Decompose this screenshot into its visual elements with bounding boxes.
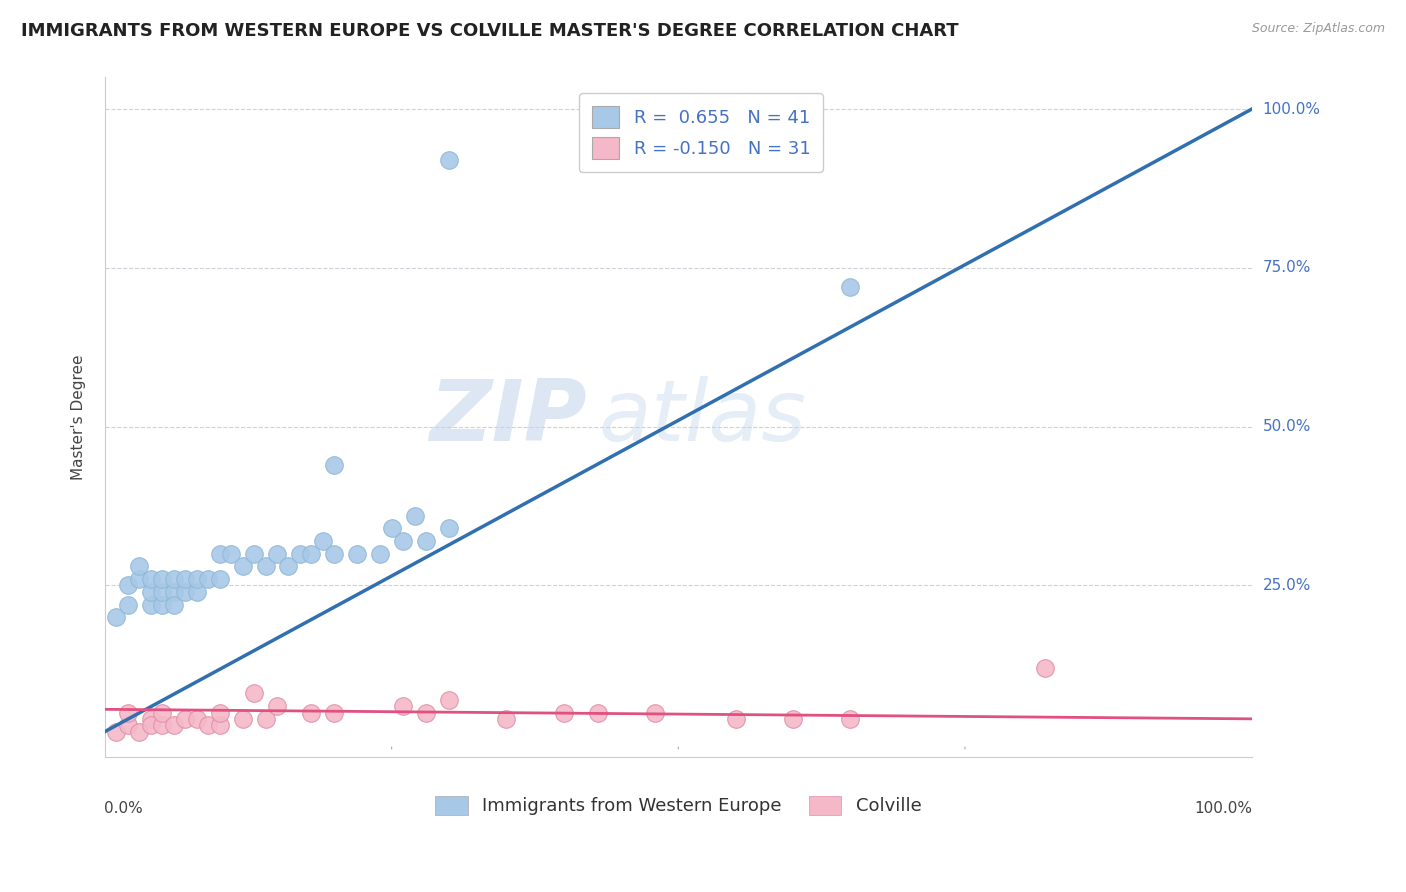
Point (415, 534, 437, 549)
Text: atlas: atlas (598, 376, 806, 458)
Point (586, 706, 609, 720)
Point (208, 572, 231, 586)
Point (724, 712, 747, 726)
Point (186, 712, 208, 726)
Point (323, 458, 346, 472)
Point (105, 724, 128, 739)
Point (150, 572, 173, 586)
Point (128, 559, 150, 574)
Text: Source: ZipAtlas.com: Source: ZipAtlas.com (1251, 22, 1385, 36)
Point (312, 534, 335, 549)
Point (174, 712, 197, 726)
Point (404, 508, 426, 523)
Point (323, 706, 346, 720)
Point (299, 706, 322, 720)
Point (437, 521, 460, 535)
Point (208, 718, 231, 732)
Point (644, 706, 666, 720)
Point (232, 559, 254, 574)
Point (288, 547, 311, 561)
Point (163, 598, 186, 612)
Point (346, 547, 368, 561)
Point (105, 610, 128, 624)
Point (139, 584, 162, 599)
Point (243, 686, 266, 700)
Point (117, 598, 139, 612)
Point (197, 572, 219, 586)
Point (437, 693, 460, 707)
Point (392, 699, 415, 714)
Point (139, 598, 162, 612)
Point (266, 547, 288, 561)
Text: 50.0%: 50.0% (1263, 419, 1310, 434)
Point (243, 547, 266, 561)
Point (415, 706, 437, 720)
Point (197, 718, 219, 732)
Point (437, 153, 460, 167)
Point (299, 547, 322, 561)
Point (174, 584, 197, 599)
Point (208, 547, 231, 561)
Point (163, 584, 186, 599)
Point (139, 712, 162, 726)
Text: 75.0%: 75.0% (1263, 260, 1310, 276)
Point (174, 572, 197, 586)
Point (368, 547, 391, 561)
Point (495, 712, 517, 726)
Point (139, 572, 162, 586)
Point (150, 706, 173, 720)
Point (128, 724, 150, 739)
Point (163, 718, 186, 732)
Text: ZIP: ZIP (429, 376, 586, 458)
Point (139, 718, 162, 732)
Point (150, 584, 173, 599)
Point (186, 584, 208, 599)
Point (163, 572, 186, 586)
Point (254, 559, 277, 574)
Point (782, 712, 804, 726)
Text: 100.0%: 100.0% (1263, 102, 1320, 117)
Text: 25.0%: 25.0% (1263, 578, 1310, 593)
Text: 0.0%: 0.0% (104, 801, 142, 816)
Point (117, 578, 139, 592)
Point (1033, 661, 1056, 675)
Point (553, 706, 575, 720)
Point (839, 712, 862, 726)
Point (839, 280, 862, 294)
Y-axis label: Master's Degree: Master's Degree (72, 354, 86, 480)
Text: 100.0%: 100.0% (1195, 801, 1253, 816)
Point (323, 547, 346, 561)
Point (150, 598, 173, 612)
Point (381, 521, 404, 535)
Point (150, 718, 173, 732)
Point (219, 547, 242, 561)
Legend: Immigrants from Western Europe, Colville: Immigrants from Western Europe, Colville (427, 789, 928, 822)
Point (266, 699, 288, 714)
Point (254, 712, 277, 726)
Point (128, 572, 150, 586)
Point (208, 706, 231, 720)
Point (117, 706, 139, 720)
Point (232, 712, 254, 726)
Point (277, 559, 299, 574)
Text: IMMIGRANTS FROM WESTERN EUROPE VS COLVILLE MASTER'S DEGREE CORRELATION CHART: IMMIGRANTS FROM WESTERN EUROPE VS COLVIL… (21, 22, 959, 40)
Point (186, 572, 208, 586)
Point (392, 534, 415, 549)
Point (117, 718, 139, 732)
